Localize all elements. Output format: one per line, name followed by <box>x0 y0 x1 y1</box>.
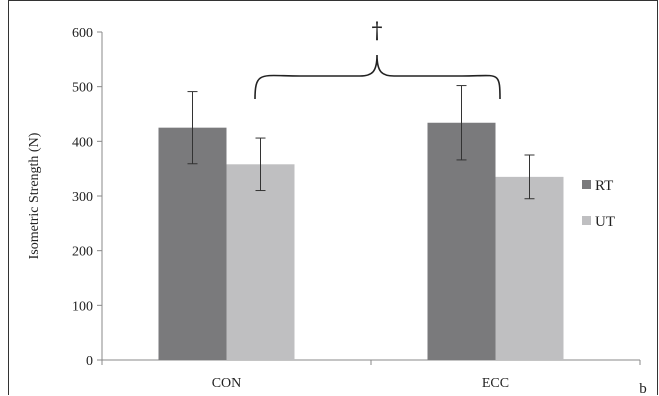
significance-brace <box>254 54 501 100</box>
y-tick-label: 0 <box>86 354 93 369</box>
x-tick-label: CON <box>212 376 242 391</box>
y-axis-label: Isometric Strength (N) <box>27 132 42 259</box>
y-tick-label: 600 <box>72 26 93 41</box>
error-bars <box>187 85 535 200</box>
legend-label-ut: UT <box>595 214 615 230</box>
y-tick-labels: 0 100 200 300 400 500 600 <box>72 26 93 369</box>
bar-ut-ecc <box>495 176 564 360</box>
x-tick-label: ECC <box>482 376 509 391</box>
figure-frame <box>8 0 658 395</box>
y-tick-label: 400 <box>72 135 93 150</box>
legend-swatch-ut <box>582 216 591 225</box>
bar-ut-con <box>226 164 295 360</box>
legend-label-rt: RT <box>595 178 613 194</box>
legend-swatch-rt <box>582 180 591 189</box>
significance-dagger: † <box>372 19 383 44</box>
y-tick-label: 200 <box>72 245 93 260</box>
bars <box>158 122 564 361</box>
panel-label: b <box>639 381 647 396</box>
bar-rt-ecc <box>427 122 496 360</box>
y-tick-label: 500 <box>72 81 93 96</box>
x-tick-labels: CON ECC <box>212 376 509 391</box>
legend: RT UT <box>582 178 615 230</box>
y-tick-label: 300 <box>72 190 93 205</box>
y-tick-label: 100 <box>72 299 93 314</box>
bar-rt-con <box>158 127 227 361</box>
